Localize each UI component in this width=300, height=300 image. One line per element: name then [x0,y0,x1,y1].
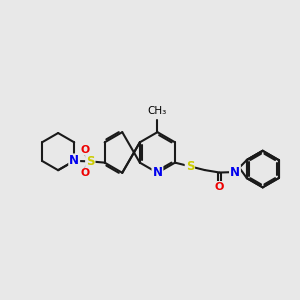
Text: CH₃: CH₃ [148,106,167,116]
Text: O: O [81,145,90,154]
Text: S: S [186,160,194,173]
Text: N: N [230,166,240,178]
Text: S: S [86,155,94,168]
Text: O: O [215,182,224,192]
Text: N: N [152,166,162,179]
Text: N: N [69,154,79,167]
Text: O: O [81,168,90,178]
